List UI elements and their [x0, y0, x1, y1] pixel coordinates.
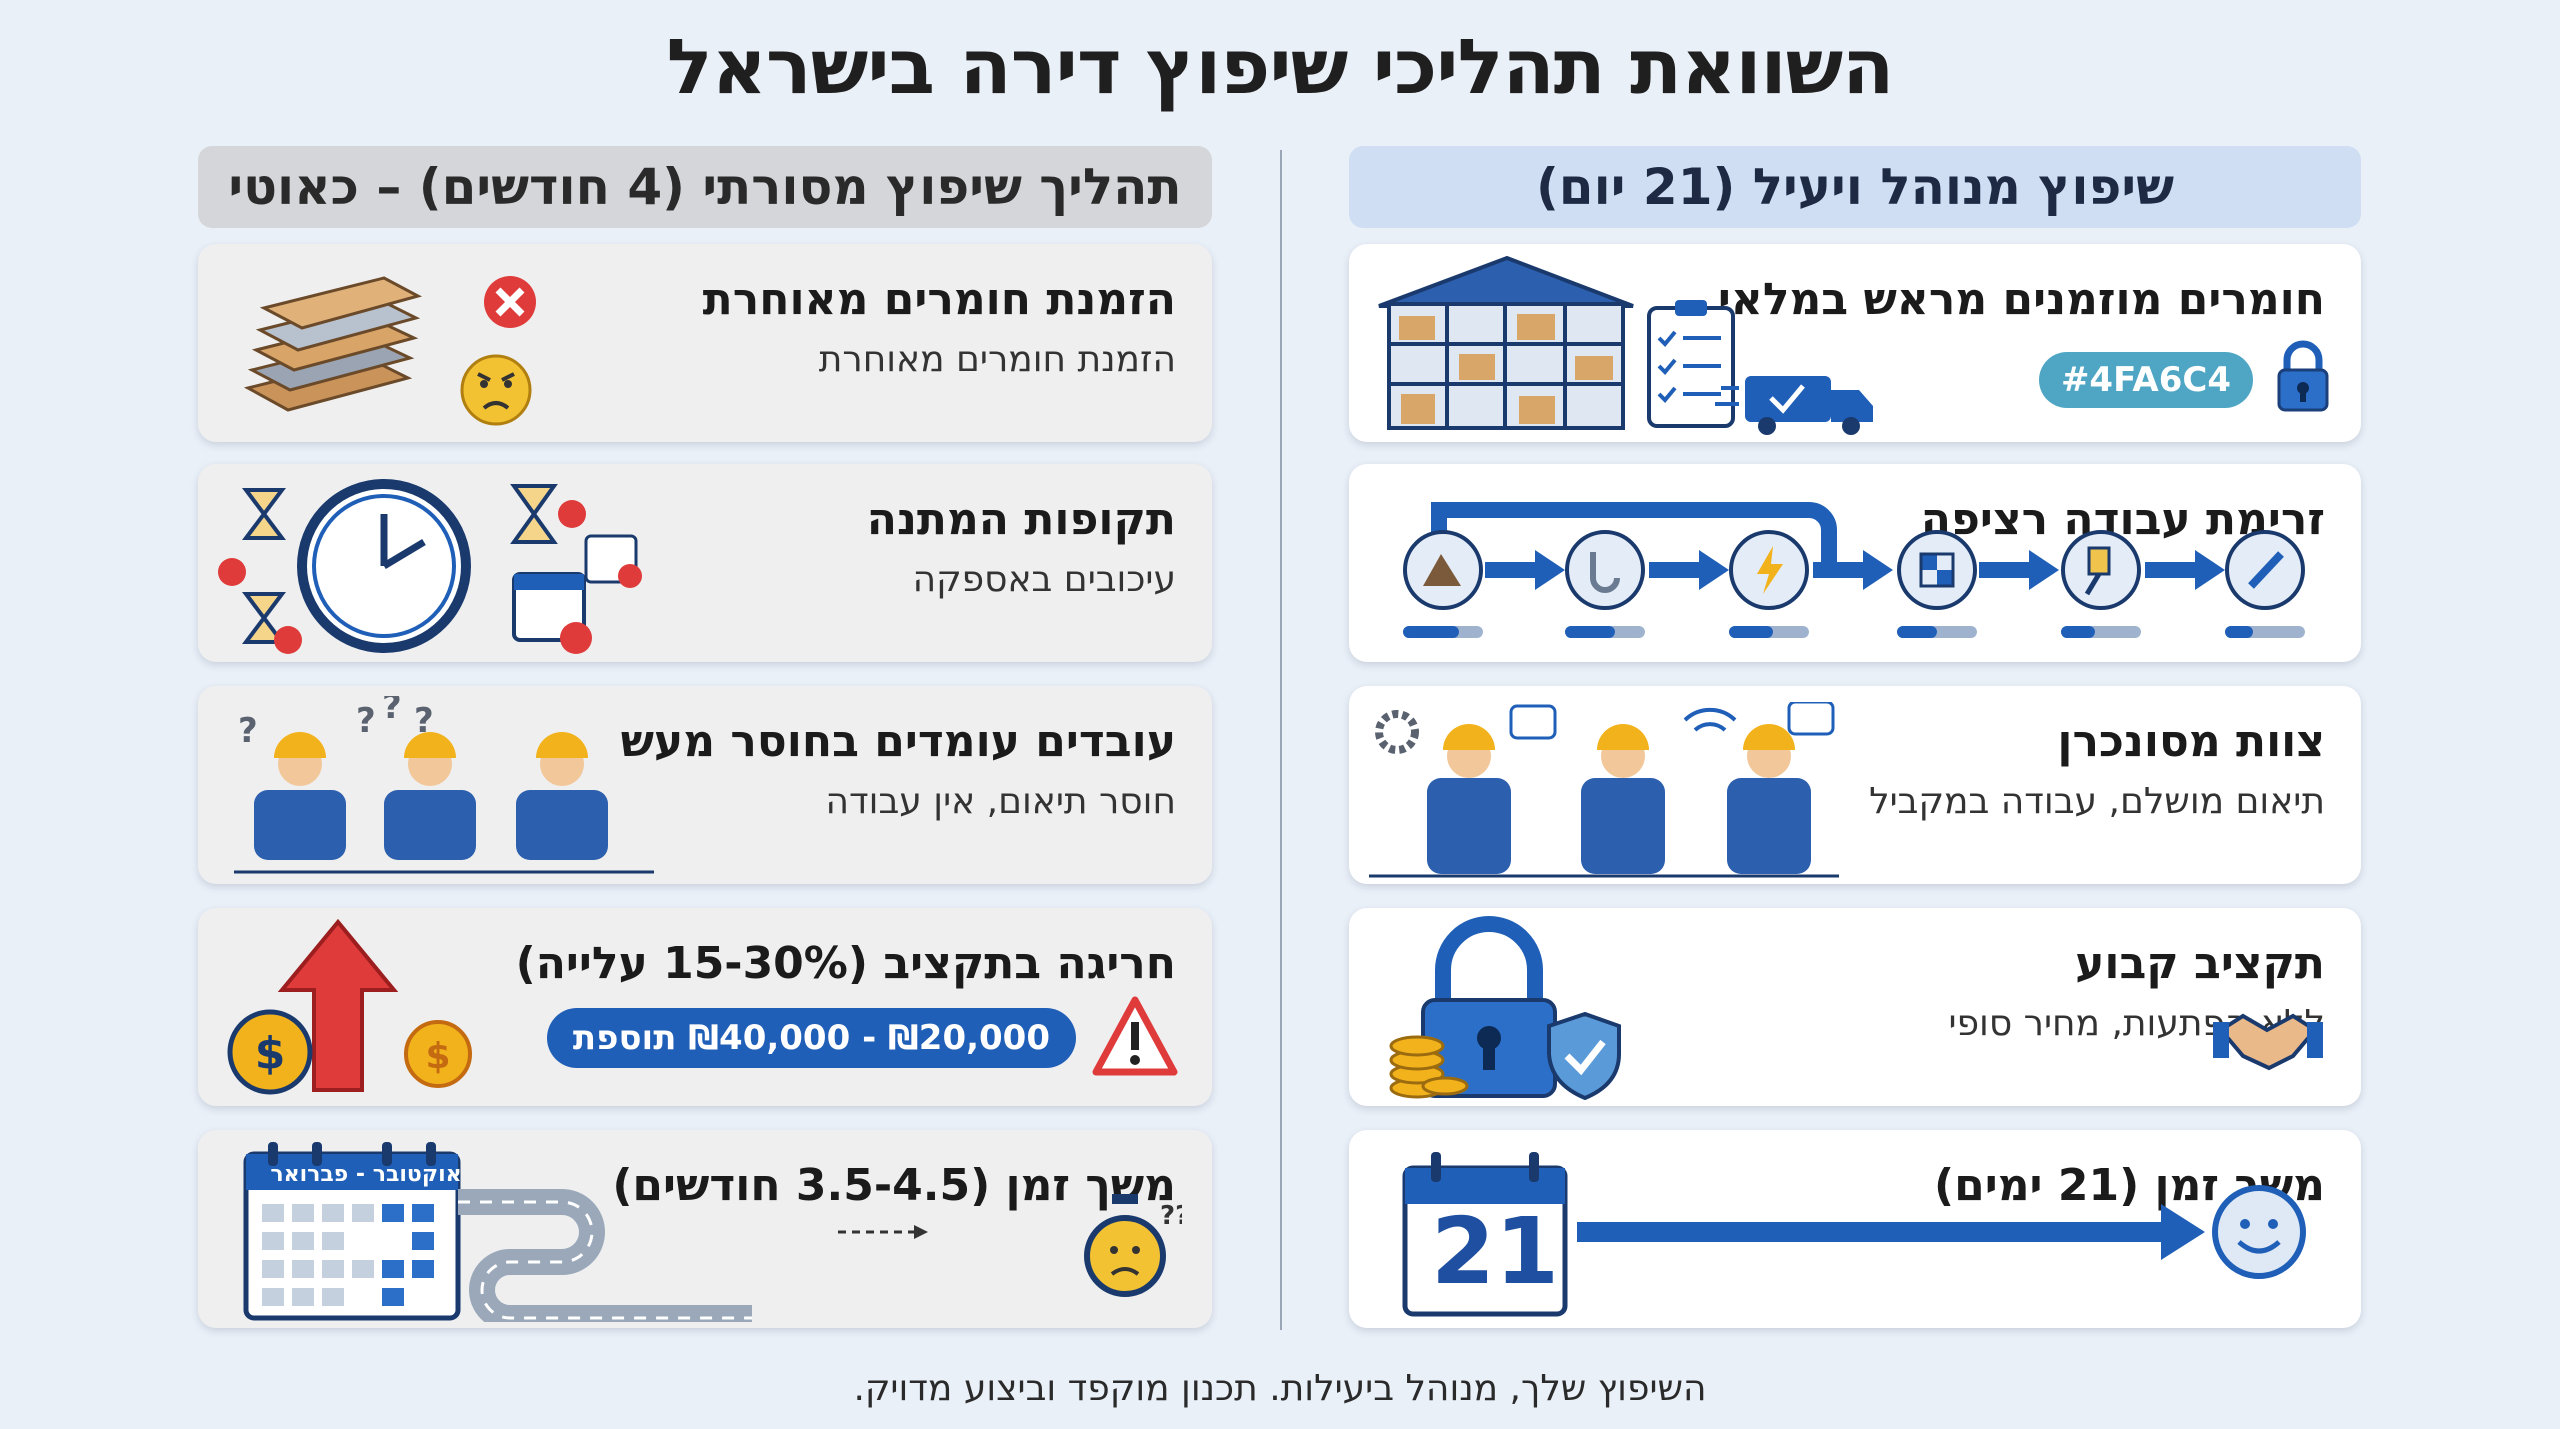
card-subtext: הזמנת חומרים מאוחרת [818, 339, 1176, 380]
card-duration-months: משך זמן (3.5-4.5 חודשים) אוקטובר - פברוא… [198, 1130, 1212, 1328]
card-duration-21-days: משך זמן (21 ימים) 21 [1349, 1130, 2361, 1328]
checklist-icon [1647, 300, 1735, 428]
svg-text:$: $ [425, 1036, 450, 1077]
angry-face-icon [460, 354, 532, 426]
waiting-graphic [218, 479, 642, 654]
card-heading: הזמנת חומרים מאוחרת [702, 274, 1176, 325]
card-heading: חומרים מוזמנים מראש במלאי [1717, 274, 2325, 325]
idle-workers-icon: ???? [234, 696, 654, 874]
svg-text:?: ? [238, 711, 258, 751]
winding-road-icon [458, 1189, 752, 1322]
error-x-icon [484, 276, 536, 328]
card-continuous-workflow: זרימת עבודה רציפה [1349, 464, 2361, 662]
rising-arrow-icon [277, 918, 399, 1092]
svg-text:?: ? [356, 701, 376, 741]
svg-text:$: $ [255, 1028, 286, 1079]
card-subtext: חוסר תיאום, אין עבודה [825, 781, 1176, 822]
arrow-icon [1577, 1222, 2167, 1242]
card-fixed-budget: תקציב קבוע ללא הפתעות, מחיר סופי [1349, 908, 2361, 1106]
card-waiting-periods: תקופות המתנה עיכובים באספקה [198, 464, 1212, 662]
worried-stopwatch-icon: ?? [1084, 1194, 1182, 1297]
workflow-diagram [1403, 502, 2305, 638]
plumbing-icon [1565, 530, 1645, 610]
page-title: השוואת תהליכי שיפוץ דירה בישראל [666, 22, 1895, 111]
delivery-truck-icon [1715, 376, 1873, 435]
column-divider [1280, 150, 1282, 1330]
material-stack-icon [243, 276, 536, 426]
card-heading: משך זמן (3.5-4.5 חודשים) [612, 1160, 1176, 1211]
card-heading: משך זמן (21 ימים) [1934, 1160, 2325, 1211]
synchronized-workers-icon [1369, 702, 1839, 878]
long-duration-graphic [243, 1142, 752, 1322]
dashed-arrow [838, 1225, 928, 1239]
calendar-error-icon [512, 534, 642, 654]
calendar-day-number: 21 [1431, 1198, 1560, 1305]
card-late-material-order: הזמנת חומרים מאוחרת הזמנת חומרים מאוחרת [198, 244, 1212, 442]
hourglass-icon [242, 484, 558, 644]
traditional-column-header: תהליך שיפוץ מסורתי (4 חודשים) – כאוטי [198, 146, 1212, 228]
card-heading: צוות מסונכרן [2057, 716, 2325, 767]
card-subtext: עיכובים באספקה [912, 559, 1176, 600]
warning-icon [1092, 996, 1178, 1076]
warehouse-icon [1378, 255, 1873, 435]
footer-tagline: השיפוץ שלך, מנוהל ביעילות. תכנון מוקפד ו… [853, 1368, 1707, 1409]
card-materials-in-stock: חומרים מוזמנים מראש במלאי #4FA6C4 [1349, 244, 2361, 442]
card-budget-overrun: חריגה בתקציב (15-30% עלייה) ₪20,000 - ₪4… [198, 908, 1212, 1106]
svg-text:?: ? [414, 701, 434, 741]
rising-cost-graphic: $ $ [227, 918, 472, 1095]
lock-coins-shield-icon [1389, 916, 1621, 1100]
calendar-icon [243, 1142, 461, 1321]
managed-column-header: שיפוץ מנוהל ויעיל (21 יום) [1349, 146, 2361, 228]
card-heading: חריגה בתקציב (15-30% עלייה) [515, 938, 1176, 989]
card-idle-workers: עובדים עומדים בחוסר מעש חוסר תיאום, אין ע… [198, 686, 1212, 884]
clock-icon [297, 479, 471, 653]
coin-icon: $ $ [227, 1009, 472, 1095]
card-heading: תקופות המתנה [866, 494, 1176, 545]
handshake-icon [2213, 1013, 2323, 1071]
duration-graphic [1402, 1152, 2306, 1317]
card-heading: עובדים עומדים בחוסר מעש [620, 716, 1176, 767]
card-synchronized-team: צוות מסונכרן תיאום מושלם, עבודה במקביל [1349, 686, 2361, 884]
card-heading: תקציב קבוע [2075, 938, 2325, 989]
svg-text:??: ?? [1160, 1201, 1182, 1231]
calendar-icon [1402, 1152, 1568, 1317]
card-subtext: תיאום מושלם, עבודה במקביל [1869, 781, 2325, 822]
extra-cost-badge: ₪20,000 - ₪40,000 תוספת [546, 1008, 1076, 1068]
color-code-badge: #4FA6C4 [2038, 352, 2253, 408]
smiley-clock-icon [2212, 1185, 2306, 1279]
calendar-month-range: אוקטובר - פברואר [270, 1162, 462, 1187]
svg-text:?: ? [382, 696, 402, 727]
lock-icon [2277, 340, 2329, 412]
